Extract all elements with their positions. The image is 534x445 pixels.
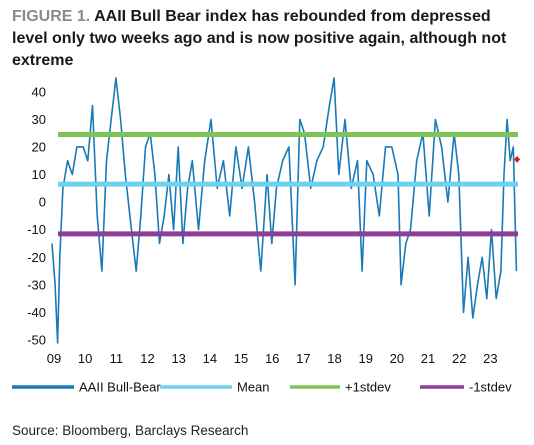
x-tick-label: 20	[390, 351, 404, 366]
y-tick-label: 40	[32, 84, 46, 99]
x-tick-label: 15	[234, 351, 248, 366]
legend-label: +1stdev	[345, 380, 391, 395]
y-tick-label: -20	[27, 250, 46, 265]
x-tick-label: 21	[421, 351, 435, 366]
latest-value-marker	[514, 155, 521, 163]
source-note: Source: Bloomberg, Barclays Research	[12, 423, 249, 438]
figure-title-text: AAII Bull Bear index has rebounded from …	[12, 8, 507, 69]
x-tick-label: 14	[203, 351, 217, 366]
x-tick-label: 18	[327, 351, 341, 366]
x-axis: 09 10 11 12 13 14 15 16 17 18 19 20 21 22 23	[47, 351, 498, 366]
figure-title: FIGURE 1. AAII Bull Bear index has rebou…	[12, 6, 527, 72]
y-tick-label: -30	[27, 277, 46, 292]
legend-label: AAII Bull-Bear	[79, 380, 161, 395]
series-layer	[51, 77, 518, 344]
legend-label: Mean	[237, 380, 270, 395]
x-tick-label: 22	[452, 351, 466, 366]
y-tick-label: -10	[27, 222, 46, 237]
x-tick-label: 11	[110, 351, 124, 366]
x-tick-label: 23	[483, 351, 497, 366]
y-tick-label: 30	[32, 112, 46, 127]
x-tick-label: 17	[296, 351, 310, 366]
y-tick-label: 10	[32, 167, 46, 182]
x-tick-label: 09	[47, 351, 61, 366]
x-tick-label: 10	[78, 351, 92, 366]
figure-label: FIGURE 1.	[12, 8, 91, 25]
legend: AAII Bull-Bear Mean +1stdev -1stdev	[12, 380, 512, 395]
y-axis: 40 30 20 10 0 -10 -20 -30 -40 -50	[27, 84, 46, 347]
y-tick-label: -50	[27, 333, 46, 348]
annotations	[514, 155, 521, 163]
y-tick-label: 0	[39, 195, 46, 210]
y-tick-label: -40	[27, 305, 46, 320]
y-tick-label: 20	[32, 139, 46, 154]
legend-label: -1stdev	[469, 380, 512, 395]
x-tick-label: 12	[140, 351, 154, 366]
x-tick-label: 16	[265, 351, 279, 366]
reference-lines	[58, 132, 518, 237]
x-tick-label: 13	[171, 351, 185, 366]
series-line-aaii-bull-bear	[51, 77, 518, 344]
x-tick-label: 19	[358, 351, 372, 366]
